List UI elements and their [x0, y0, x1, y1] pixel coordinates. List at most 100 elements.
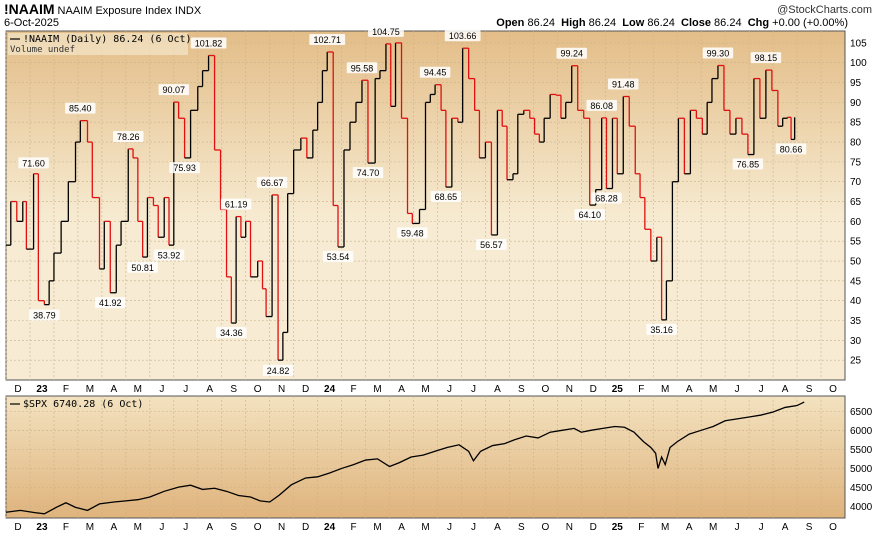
y-tick-label: 105 — [850, 38, 867, 49]
legend-label: $SPX 6740.28 (6 Oct) — [23, 399, 143, 410]
data-label: 95.58 — [351, 63, 374, 73]
data-label-bg — [256, 176, 288, 188]
data-label-bg — [586, 99, 617, 111]
x-tick-label: D — [302, 384, 309, 395]
y-tick-label: 50 — [850, 257, 862, 268]
data-label: 76.85 — [737, 160, 760, 170]
y-tick-label: 4000 — [850, 502, 873, 513]
y-tick-label: 25 — [850, 356, 862, 367]
naaim-panel: 25 30 35 40 45 50 55 60 65 70 75 80 85 90 95 100 105 D 23 F… — [5, 25, 867, 395]
data-label: 50.81 — [131, 263, 154, 273]
data-label: 66.67 — [261, 178, 284, 188]
low-value: 86.24 — [647, 17, 675, 29]
x-tick-label: M — [661, 384, 669, 395]
data-label: 103.66 — [449, 31, 477, 41]
data-label-bg — [190, 37, 227, 49]
x-tick-label: A — [782, 384, 789, 395]
brand-watermark: @StockCharts.com — [777, 4, 872, 16]
x-tick-label: M — [709, 384, 717, 395]
x-tick-label: S — [806, 522, 813, 533]
chg-value: +0.00 (+0.00%) — [772, 17, 848, 29]
data-label-bg — [153, 249, 185, 261]
y-tick-label: 5000 — [850, 464, 873, 475]
y-tick-label: 35 — [850, 316, 862, 327]
x-tick-label: O — [254, 384, 262, 395]
data-label: 99.24 — [560, 49, 583, 59]
x-tick-label: O — [254, 522, 262, 533]
x-tick-label: O — [829, 522, 837, 533]
x-tick-label: N — [566, 384, 573, 395]
x-tick-label: J — [447, 522, 452, 533]
data-label-bg — [346, 62, 378, 74]
data-label: 64.10 — [578, 210, 601, 220]
data-label: 90.07 — [163, 85, 186, 95]
x-tick-label: M — [86, 384, 94, 395]
data-label-bg — [430, 191, 462, 203]
data-label: 101.82 — [195, 39, 223, 49]
data-label-bg — [95, 297, 126, 309]
close-label: Close — [681, 17, 711, 29]
y-tick-label: 6000 — [850, 426, 873, 437]
y-tick-label: 80 — [850, 138, 862, 149]
x-tick-label: D — [590, 384, 597, 395]
data-label: 61.19 — [225, 200, 248, 210]
data-label: 75.93 — [173, 163, 196, 173]
data-label: 94.45 — [424, 68, 447, 78]
x-tick-label: S — [518, 384, 525, 395]
legend-label-volume: Volume undef — [10, 45, 75, 55]
x-tick-label: O — [541, 384, 549, 395]
y-tick-label: 60 — [850, 217, 862, 228]
data-label-bg — [262, 364, 294, 376]
y-tick-label: 75 — [850, 157, 862, 168]
x-tick-label: M — [373, 384, 381, 395]
data-label-bg — [750, 52, 782, 64]
chg-label: Chg — [747, 17, 770, 29]
data-label-bg — [322, 250, 354, 262]
data-label-bg — [556, 47, 587, 59]
x-tick-label: F — [63, 384, 69, 395]
data-label: 68.65 — [435, 192, 458, 202]
x-tick-label: A — [398, 384, 405, 395]
data-label: 86.08 — [590, 101, 613, 111]
y-tick-label: 4500 — [850, 483, 873, 494]
data-label-bg — [368, 25, 404, 37]
high-label: High — [561, 17, 586, 29]
x-tick-label: 25 — [612, 522, 624, 533]
x-tick-label: 25 — [612, 384, 624, 395]
data-label: 91.48 — [612, 80, 635, 90]
data-label: 24.82 — [267, 366, 290, 376]
data-label-bg — [18, 157, 49, 169]
x-tick-label: J — [183, 522, 188, 533]
data-label-bg — [591, 192, 622, 204]
data-label-bg — [444, 30, 481, 42]
data-label-bg — [29, 309, 60, 321]
x-tick-label: S — [230, 384, 237, 395]
data-label: 71.60 — [22, 158, 45, 168]
x-tick-label: J — [159, 384, 164, 395]
data-label-bg — [646, 323, 677, 335]
x-tick-label: F — [638, 384, 644, 395]
x-tick-label: M — [86, 522, 94, 533]
x-tick-label: 24 — [324, 522, 336, 533]
data-label: 98.15 — [755, 53, 778, 63]
spx-panel: 4000 4500 5000 5500 6000 6500 D 23 F M A M J J A S O N D 24… — [5, 395, 873, 533]
ohlc-readout: Open 86.24 High 86.24 Low 86.24 Close 86… — [496, 17, 848, 29]
data-label: 56.57 — [480, 240, 503, 250]
data-label: 104.75 — [372, 27, 400, 37]
y-tick-label: 70 — [850, 177, 862, 188]
x-tick-label: D — [14, 384, 21, 395]
y-tick-label: 95 — [850, 78, 862, 89]
x-tick-label: A — [111, 384, 118, 395]
data-label: 85.40 — [69, 104, 92, 114]
x-tick-label: S — [230, 522, 237, 533]
x-tick-label: D — [14, 522, 21, 533]
x-tick-label: O — [541, 522, 549, 533]
open-label: Open — [496, 17, 525, 29]
high-value: 86.24 — [588, 17, 617, 29]
x-tick-label: A — [206, 384, 213, 395]
y-tick-label: 65 — [850, 197, 862, 208]
data-label-bg — [702, 47, 734, 59]
x-tick-label: D — [302, 522, 309, 533]
x-tick-label: N — [278, 522, 285, 533]
x-tick-label: O — [829, 384, 837, 395]
